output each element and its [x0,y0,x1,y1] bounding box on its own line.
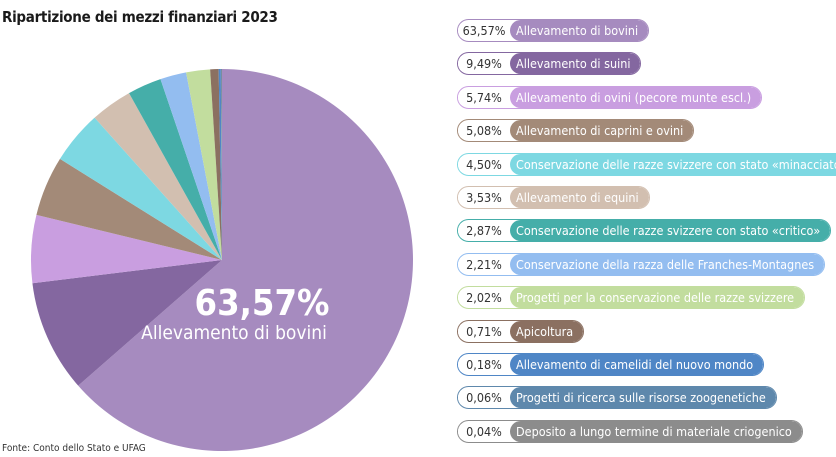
source-note: Fonte: Conto dello Stato e UFAG [2,443,146,454]
legend-value: 5,08% [458,123,510,139]
legend: 63,57% Allevamento di bovini 9,49% Allevame… [457,19,836,453]
pie-slice [220,69,222,260]
legend-label: Progetti di ricerca sulle risorse zoogen… [510,387,776,409]
pie-slice [31,214,223,284]
legend-label: Allevamento di ovini (pecore munte escl.… [510,86,762,108]
legend-label: Conservazione delle razze svizzere con s… [510,153,836,175]
legend-label: Apicoltura [510,320,584,342]
legend-value: 3,53% [458,189,510,205]
legend-value: 9,49% [458,56,510,72]
legend-item: 2,02% Progetti per la conservazione delle… [457,286,806,310]
legend-value: 0,18% [458,356,510,372]
legend-value: 2,87% [458,223,510,239]
legend-label: Allevamento di bovini [510,20,649,41]
legend-item: 0,71% Apicoltura [457,319,585,343]
legend-item: 9,49% Allevamento di suini [457,52,642,76]
legend-item: 5,74% Allevamento di ovini (pecore munte … [457,85,763,109]
legend-item: 3,53% Allevamento di equini [457,185,650,209]
legend-label: Allevamento di suini [510,53,641,75]
legend-value: 0,71% [458,323,510,339]
pie-slice [32,260,222,386]
legend-item: 4,50% Conservazione delle razze svizzere … [457,152,836,176]
legend-label: Deposito a lungo termine di materiale cr… [510,420,802,442]
legend-value: 0,04% [458,423,510,439]
pie-slice [210,69,222,260]
legend-value: 4,50% [458,156,510,172]
legend-item: 2,87% Conservazione delle razze svizzere … [457,219,832,243]
legend-item: 0,18% Allevamento di camelidi del nuovo m… [457,352,765,376]
legend-item: 0,04% Deposito a lungo termine di materia… [457,419,803,443]
legend-value: 0,06% [458,390,510,406]
legend-label: Allevamento di caprini e ovini [510,120,694,142]
pie-slice [129,79,222,260]
legend-value: 5,74% [458,89,510,105]
legend-item: 0,06% Progetti di ricerca sulle risorse z… [457,386,777,410]
legend-item: 2,21% Conservazione della razza delle Fra… [457,252,826,276]
pie-slice [160,72,222,260]
pie-slice [186,69,222,260]
center-label: Allevamento di bovini [141,322,327,344]
legend-item: 5,08% Allevamento di caprini e ovini [457,119,695,143]
legend-value: 2,02% [458,290,510,306]
legend-label: Conservazione della razza delle Franches… [510,253,825,275]
center-value: 63,57% [195,283,330,324]
legend-item: 63,57% Allevamento di bovini [457,19,650,42]
pie-slice [94,93,222,260]
chart-title: Ripartizione dei mezzi finanziari 2023 [2,8,278,26]
legend-value: 63,57% [458,23,510,38]
legend-label: Conservazione delle razze svizzere con s… [510,220,831,242]
legend-value: 2,21% [458,256,510,272]
legend-label: Progetti per la conservazione delle razz… [510,287,805,309]
pie-slice [218,69,222,260]
legend-label: Allevamento di camelidi del nuovo mondo [510,353,764,375]
legend-label: Allevamento di equini [510,186,649,208]
pie-slice [78,69,414,452]
pie-slice [36,158,223,260]
pie-slice [59,117,222,260]
